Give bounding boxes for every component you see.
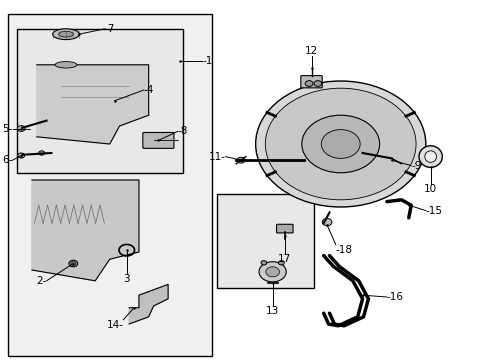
Circle shape	[278, 261, 284, 265]
Ellipse shape	[55, 62, 77, 68]
Ellipse shape	[424, 151, 436, 162]
Text: -8: -8	[178, 126, 188, 136]
Circle shape	[322, 219, 331, 226]
Text: 6-: 6-	[2, 155, 13, 165]
Ellipse shape	[69, 260, 78, 267]
Circle shape	[261, 261, 266, 265]
Text: -16: -16	[386, 292, 403, 302]
Circle shape	[237, 157, 244, 163]
Polygon shape	[37, 65, 148, 144]
Polygon shape	[32, 180, 139, 281]
Circle shape	[259, 262, 285, 282]
Text: 2-: 2-	[36, 276, 46, 286]
Bar	[18, 29, 183, 173]
Text: 14-: 14-	[106, 320, 123, 330]
Text: -4: -4	[143, 85, 154, 95]
Ellipse shape	[59, 31, 73, 37]
Circle shape	[321, 130, 360, 158]
Text: 3: 3	[123, 274, 130, 284]
Text: 17: 17	[278, 254, 291, 264]
Polygon shape	[129, 284, 168, 324]
Ellipse shape	[418, 146, 442, 167]
Ellipse shape	[71, 262, 76, 265]
Circle shape	[18, 126, 25, 131]
Text: 12: 12	[305, 46, 318, 56]
Circle shape	[255, 81, 425, 207]
Circle shape	[155, 136, 166, 145]
Circle shape	[18, 153, 24, 158]
Ellipse shape	[53, 29, 79, 40]
Circle shape	[265, 267, 279, 277]
Text: 10: 10	[423, 184, 436, 194]
Text: 11-: 11-	[208, 152, 225, 162]
Circle shape	[305, 81, 312, 86]
Text: -9: -9	[410, 161, 421, 171]
Circle shape	[313, 81, 321, 86]
Bar	[216, 194, 313, 288]
Text: -18: -18	[335, 245, 352, 255]
FancyBboxPatch shape	[142, 132, 174, 148]
Text: 5-: 5-	[2, 123, 13, 134]
Text: -1: -1	[202, 56, 212, 66]
FancyBboxPatch shape	[276, 224, 292, 233]
Bar	[8, 14, 211, 356]
FancyBboxPatch shape	[300, 76, 322, 88]
Text: -7: -7	[105, 24, 115, 34]
Circle shape	[265, 88, 415, 200]
Text: -15: -15	[425, 206, 442, 216]
Circle shape	[39, 151, 44, 155]
Circle shape	[301, 115, 379, 173]
Text: 13: 13	[265, 306, 279, 316]
